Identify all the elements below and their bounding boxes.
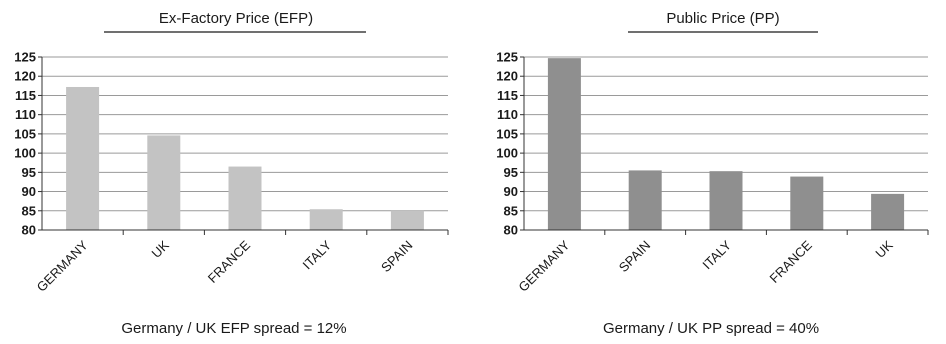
bars [547,58,905,230]
y-tick-label: 110 [497,107,518,122]
y-tick-label: 120 [496,69,518,84]
y-tick-label: 125 [14,50,36,65]
chart-caption: Germany / UK EFP spread = 12% [121,320,346,337]
x-category-label: FRANCE [205,237,254,286]
x-category-label: ITALY [300,237,335,272]
gridlines [42,56,448,212]
axes [38,56,449,235]
bar [871,193,905,230]
y-tick-label: 95 [504,165,518,180]
bar [390,210,424,230]
bar [66,86,100,230]
y-tick-label: 95 [22,165,36,180]
y-tick-label: 105 [14,126,36,141]
axes [520,56,929,235]
y-tick-labels: 80 85 90 95 100 105 110 115 120 125 [14,50,36,238]
y-tick-label: 100 [14,146,36,161]
bar [709,171,743,230]
x-category-label: ITALY [699,237,734,272]
bar [547,58,581,230]
x-category-labels: GERMANY UK FRANCE ITALY SPAIN [34,237,416,294]
bar [228,166,262,230]
bar [147,135,181,230]
y-tick-label: 110 [15,107,36,122]
y-tick-label: 80 [22,223,36,238]
bar [628,170,662,230]
x-category-label: SPAIN [616,238,654,276]
y-tick-label: 90 [22,184,36,199]
x-category-label: FRANCE [767,237,816,286]
x-category-label: SPAIN [378,238,416,276]
x-category-label: UK [149,237,173,261]
chart-caption: Germany / UK PP spread = 40% [603,320,819,337]
y-tick-labels: 80 85 90 95 100 105 110 115 120 125 [496,50,518,238]
pp-chart: Public Price (PP) 80 85 90 95 100 105 110 115 12… [496,10,929,337]
y-tick-label: 105 [496,126,518,141]
y-tick-label: 115 [15,88,36,103]
y-tick-label: 125 [496,50,518,65]
x-category-label: GERMANY [34,237,91,294]
y-tick-label: 80 [504,223,518,238]
y-tick-label: 115 [497,88,518,103]
efp-chart: Ex-Factory Price (EFP) 80 85 90 95 100 105 110… [14,10,449,337]
y-tick-label: 85 [504,203,518,218]
x-category-label: UK [872,237,896,261]
y-tick-label: 100 [496,146,518,161]
bars [66,86,424,230]
x-category-label: GERMANY [515,237,572,294]
x-category-labels: GERMANY SPAIN ITALY FRANCE UK [515,237,896,294]
bar [790,176,824,230]
y-tick-label: 120 [14,69,36,84]
chart-title: Public Price (PP) [666,10,779,27]
y-tick-label: 90 [504,184,518,199]
chart-title: Ex-Factory Price (EFP) [159,10,313,27]
bar [309,209,343,230]
y-tick-label: 85 [22,203,36,218]
